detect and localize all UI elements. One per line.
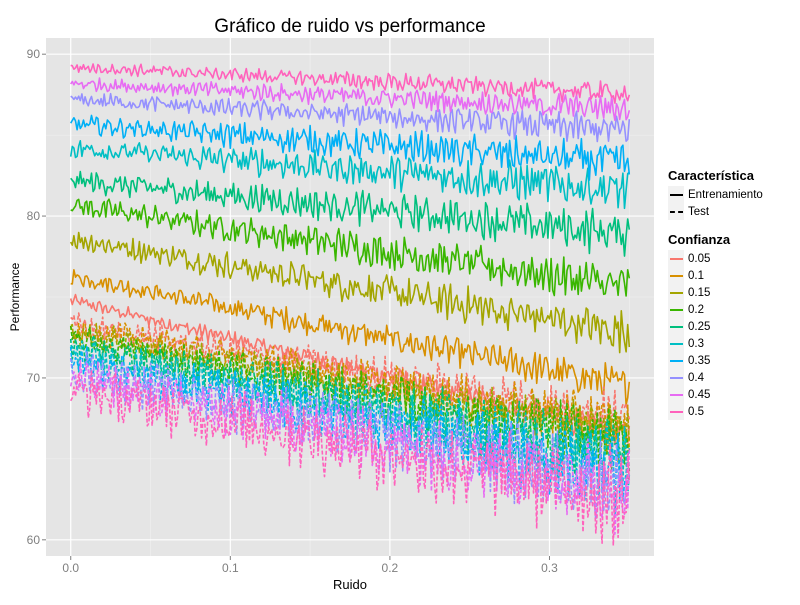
series-line-entrenamiento-0.05: [69, 293, 631, 446]
legend-item-0.5: 0.5: [668, 403, 794, 420]
x-axis-label: Ruido: [333, 577, 367, 592]
legend-color-key: [668, 386, 684, 403]
legend-color-key: [668, 301, 684, 318]
series-line-entrenamiento-0.35: [70, 114, 631, 181]
x-tick-label: 0.3: [541, 561, 558, 575]
y-tick-label: 60: [27, 533, 41, 547]
axes: 0.0 0.1 0.2 0.3 60 70 80 90: [27, 47, 558, 575]
legend: Característica Entrenamiento Test Confia…: [668, 168, 794, 420]
legend-item-0.3: 0.3: [668, 335, 794, 352]
legend-label: 0.4: [688, 371, 704, 384]
series-line-entrenamiento-0.3: [69, 140, 630, 210]
series-line-entrenamiento-0.2: [70, 198, 631, 297]
series-line-test-0.5: [69, 369, 631, 547]
chart-title: Gráfico de ruido vs performance: [214, 16, 485, 37]
legend-label: 0.35: [688, 354, 711, 367]
legend-color-key: [668, 335, 684, 352]
legend-label: 0.2: [688, 303, 704, 316]
legend-item-0.2: 0.2: [668, 301, 794, 318]
solid-line-key: [668, 186, 684, 203]
legend-item-0.15: 0.15: [668, 284, 794, 301]
legend-item-0.25: 0.25: [668, 318, 794, 335]
series-line-entrenamiento-0.1: [70, 269, 631, 406]
legend-color-key: [668, 352, 684, 369]
legend-label: 0.25: [688, 320, 711, 333]
y-tick-label: 70: [27, 371, 41, 385]
legend-color-key: [668, 284, 684, 301]
grid-lines: [46, 38, 654, 556]
series-line-entrenamiento-0.15: [69, 231, 631, 354]
legend-color-key: [668, 250, 684, 267]
legend-color-key: [668, 318, 684, 335]
x-tick-label: 0.2: [382, 561, 399, 575]
legend-label: 0.45: [688, 388, 711, 401]
legend-label: 0.05: [688, 252, 711, 265]
series-layer: [69, 63, 631, 547]
legend-label: 0.15: [688, 286, 711, 299]
legend-label: 0.5: [688, 405, 704, 418]
series-line-entrenamiento-0.25: [70, 170, 631, 257]
legend-item-test: Test: [668, 203, 794, 220]
legend-item-entrenamiento: Entrenamiento: [668, 186, 794, 203]
series-line-entrenamiento-0.5: [70, 63, 631, 104]
legend-item-0.1: 0.1: [668, 267, 794, 284]
y-axis-label: Performance: [8, 262, 22, 331]
linetype-legend-title: Característica: [668, 168, 754, 183]
legend-color-key: [668, 369, 684, 386]
x-tick-label: 0.0: [62, 561, 79, 575]
series-line-test-0.45: [69, 359, 631, 535]
legend-color-key: [668, 267, 684, 284]
series-line-entrenamiento-0.45: [70, 77, 631, 122]
legend-label: Test: [688, 205, 710, 218]
legend-item-0.4: 0.4: [668, 369, 794, 386]
legend-label: Entrenamiento: [688, 188, 763, 201]
y-tick-label: 80: [27, 209, 41, 223]
legend-item-0.35: 0.35: [668, 352, 794, 369]
series-line-test-0.2: [69, 325, 631, 472]
color-legend-title: Confianza: [668, 232, 731, 247]
series-line-test-0.35: [69, 346, 631, 516]
legend-label: 0.3: [688, 337, 704, 350]
legend-label: 0.1: [688, 269, 704, 282]
legend-item-0.45: 0.45: [668, 386, 794, 403]
legend-item-0.05: 0.05: [668, 250, 794, 267]
dashed-line-key: [668, 203, 684, 220]
series-line-entrenamiento-0.4: [70, 92, 631, 143]
y-tick-label: 90: [27, 47, 41, 61]
color-legend-items: 0.05 0.1 0.15 0.2 0.25 0.3 0.35 0.4 0.45 0.5: [668, 250, 794, 420]
legend-color-key: [668, 403, 684, 420]
x-tick-label: 0.1: [222, 561, 239, 575]
